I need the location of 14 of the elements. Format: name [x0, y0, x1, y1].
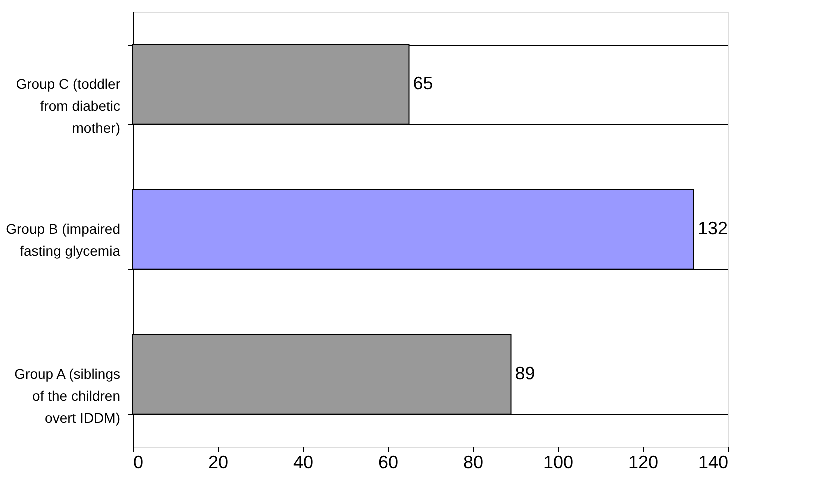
data-label: 89 [515, 364, 536, 384]
x-tick-label: 120 [628, 452, 659, 472]
x-tick-label: 140 [698, 452, 728, 472]
x-tick-label: 40 [293, 452, 314, 472]
x-tick-label: 0 [134, 452, 144, 472]
data-label: 65 [413, 74, 434, 94]
data-label: 132 [698, 218, 728, 238]
y-tick-label: Group B (impaired fasting glycemia [6, 221, 121, 259]
x-tick-label: 80 [463, 452, 484, 472]
x-tick-label: 60 [378, 452, 399, 472]
x-tick-label: 100 [543, 452, 574, 472]
x-tick-label: 20 [208, 452, 229, 472]
y-tick-label: Group C (toddler from diabetic mother) [16, 76, 121, 136]
y-tick-label: Group A (siblings of the children overt IDDM) [14, 366, 120, 426]
